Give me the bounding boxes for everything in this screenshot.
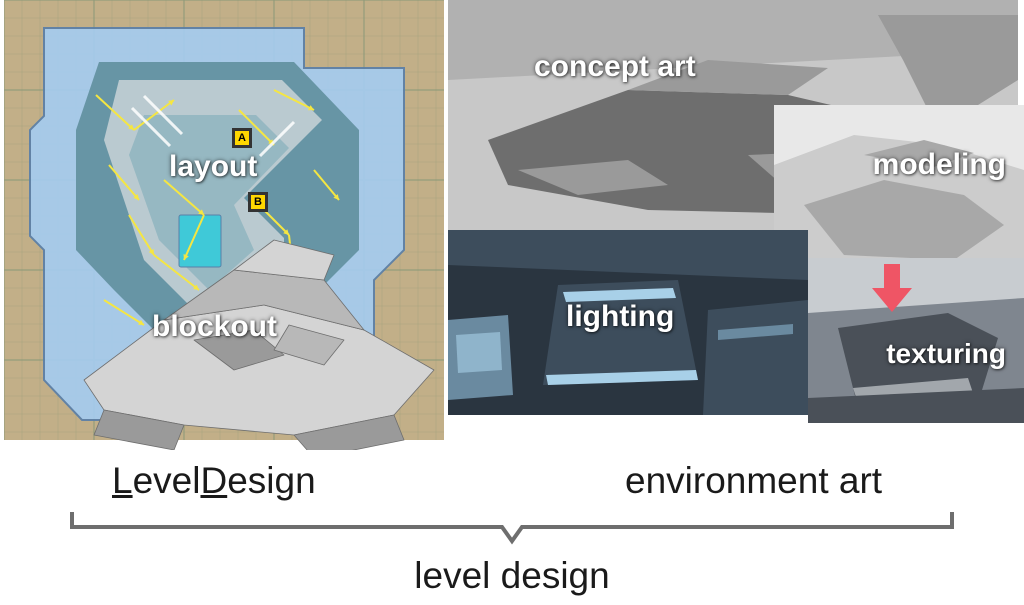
- lighting-label: lighting: [566, 300, 674, 334]
- map-marker-b: B: [248, 192, 268, 212]
- environment-art-title: environment art: [625, 460, 882, 502]
- concept-art-label: concept art: [534, 50, 696, 84]
- layout-label: layout: [169, 150, 257, 184]
- arrow-down-icon: [870, 262, 914, 314]
- environment-art-panel: concept art modeling lighting texturing: [448, 0, 1024, 440]
- infographic-container: A B layout blockout: [0, 0, 1024, 605]
- modeling-image: [774, 105, 1024, 280]
- unified-label: level design: [414, 555, 609, 597]
- top-section: A B layout blockout: [0, 0, 1024, 440]
- blockout-label: blockout: [152, 310, 277, 344]
- texturing-label: texturing: [886, 338, 1006, 370]
- level-design-title: Level Design: [112, 460, 316, 502]
- level-design-panel: A B layout blockout: [4, 0, 444, 440]
- map-marker-a: A: [232, 128, 252, 148]
- modeling-label: modeling: [873, 148, 1006, 182]
